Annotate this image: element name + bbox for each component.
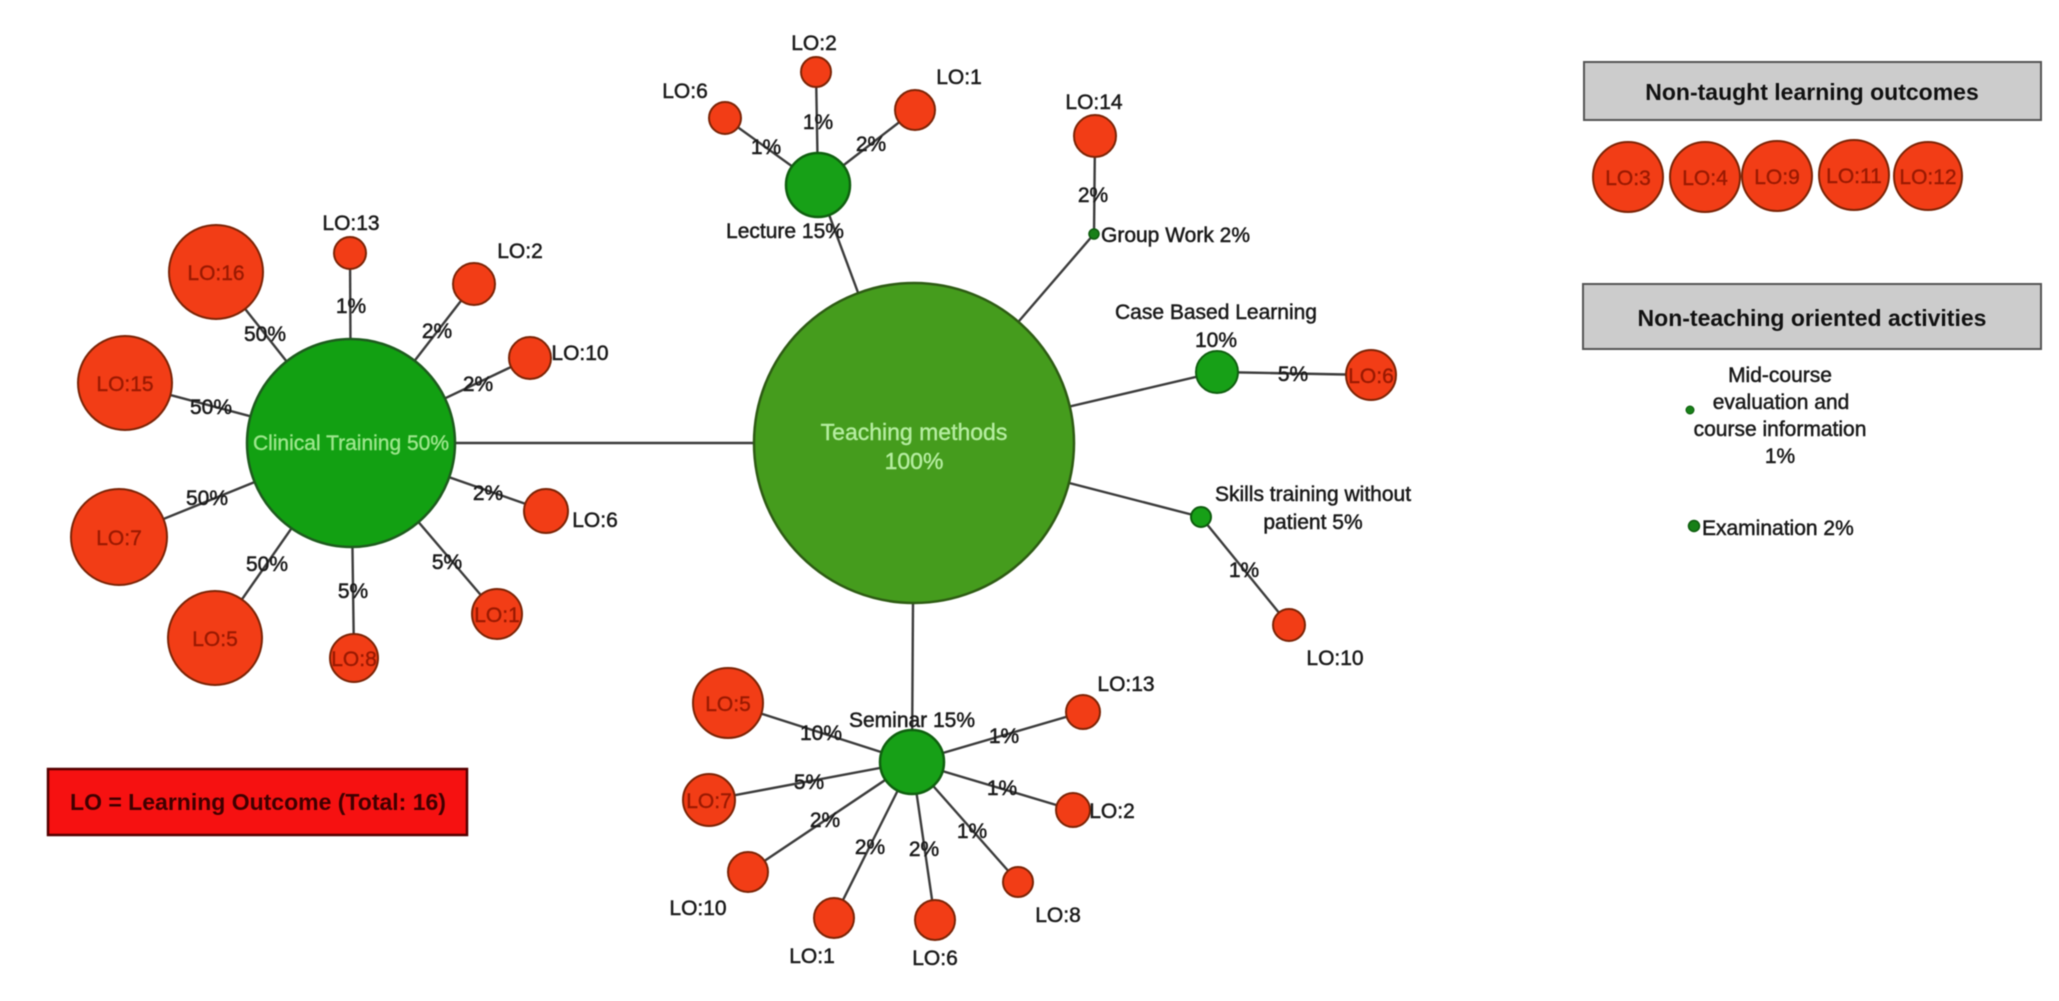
svg-text:LO:6: LO:6 [1348, 365, 1394, 388]
svg-text:evaluation and: evaluation and [1713, 391, 1850, 414]
svg-text:5%: 5% [432, 551, 462, 574]
svg-text:course information: course information [1694, 418, 1867, 441]
svg-text:50%: 50% [190, 396, 232, 419]
svg-text:1%: 1% [336, 295, 366, 318]
svg-text:1%: 1% [803, 111, 833, 134]
svg-text:2%: 2% [855, 836, 885, 859]
svg-text:10%: 10% [1195, 329, 1237, 352]
svg-text:LO:8: LO:8 [1035, 904, 1081, 927]
svg-text:LO:15: LO:15 [96, 373, 153, 396]
svg-text:10%: 10% [800, 722, 842, 745]
svg-text:Teaching methods: Teaching methods [821, 419, 1008, 445]
svg-text:LO:14: LO:14 [1065, 91, 1123, 114]
svg-text:5%: 5% [338, 580, 368, 603]
svg-text:LO:5: LO:5 [192, 628, 238, 651]
svg-text:1%: 1% [989, 725, 1019, 748]
svg-text:5%: 5% [1278, 363, 1308, 386]
svg-text:LO:3: LO:3 [1605, 167, 1651, 190]
svg-text:LO:16: LO:16 [187, 262, 244, 285]
svg-text:5%: 5% [794, 771, 824, 794]
svg-text:Seminar 15%: Seminar 15% [849, 709, 975, 732]
svg-text:Skills training without: Skills training without [1215, 483, 1411, 506]
svg-text:Group Work 2%: Group Work 2% [1101, 224, 1250, 247]
svg-text:1%: 1% [1765, 445, 1795, 468]
svg-text:Clinical Training 50%: Clinical Training 50% [253, 432, 449, 455]
svg-text:2%: 2% [1078, 184, 1108, 207]
svg-text:Mid-course: Mid-course [1728, 364, 1832, 387]
svg-text:Case Based Learning: Case Based Learning [1115, 301, 1317, 324]
svg-text:1%: 1% [751, 136, 781, 159]
svg-text:LO:7: LO:7 [686, 790, 732, 813]
svg-text:LO:2: LO:2 [1089, 800, 1135, 823]
svg-text:50%: 50% [246, 553, 288, 576]
svg-text:patient 5%: patient 5% [1263, 511, 1362, 534]
svg-text:2%: 2% [463, 373, 493, 396]
svg-text:LO:6: LO:6 [662, 80, 708, 103]
svg-text:LO:13: LO:13 [322, 212, 379, 235]
svg-text:LO:12: LO:12 [1899, 166, 1956, 189]
svg-text:2%: 2% [473, 482, 503, 505]
svg-text:LO:1: LO:1 [474, 604, 520, 627]
svg-text:LO:7: LO:7 [96, 527, 142, 550]
svg-text:2%: 2% [422, 320, 452, 343]
svg-text:Non-taught learning outcomes: Non-taught learning outcomes [1645, 79, 1979, 105]
svg-text:LO:10: LO:10 [1306, 647, 1363, 670]
svg-text:LO:10: LO:10 [551, 342, 608, 365]
svg-text:LO:6: LO:6 [912, 947, 958, 970]
svg-text:LO:4: LO:4 [1682, 167, 1728, 190]
svg-text:Lecture 15%: Lecture 15% [726, 220, 844, 243]
svg-text:2%: 2% [909, 838, 939, 861]
svg-text:LO:6: LO:6 [572, 509, 618, 532]
svg-text:LO:11: LO:11 [1826, 165, 1882, 188]
svg-text:LO:1: LO:1 [936, 66, 982, 89]
svg-text:50%: 50% [244, 323, 286, 346]
svg-text:1%: 1% [1229, 559, 1259, 582]
svg-text:LO:13: LO:13 [1097, 673, 1154, 696]
svg-text:LO:1: LO:1 [789, 945, 835, 968]
svg-text:LO:8: LO:8 [331, 648, 377, 671]
svg-text:LO:10: LO:10 [669, 897, 726, 920]
svg-text:LO:9: LO:9 [1754, 166, 1800, 189]
svg-text:LO:2: LO:2 [497, 240, 543, 263]
svg-text:Non-teaching oriented activiti: Non-teaching oriented activities [1638, 305, 1987, 331]
svg-text:LO:5: LO:5 [705, 693, 751, 716]
svg-text:Examination 2%: Examination 2% [1702, 517, 1854, 540]
svg-text:2%: 2% [856, 133, 886, 156]
svg-text:100%: 100% [885, 448, 944, 474]
svg-text:1%: 1% [987, 777, 1017, 800]
svg-text:50%: 50% [186, 487, 228, 510]
svg-text:LO:2: LO:2 [791, 32, 837, 55]
svg-text:LO = Learning Outcome (Total:: LO = Learning Outcome (Total: 16) [70, 789, 446, 815]
svg-text:2%: 2% [810, 809, 840, 832]
svg-text:1%: 1% [957, 820, 987, 843]
